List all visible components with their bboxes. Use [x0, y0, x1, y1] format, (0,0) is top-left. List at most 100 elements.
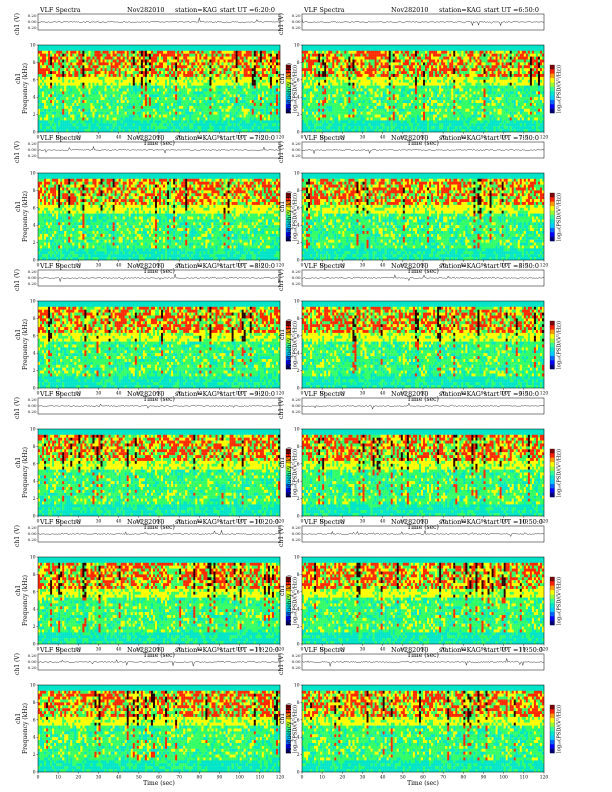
ylabel: Frequency (kHz) [22, 63, 29, 114]
ytick-label: 6 [33, 206, 36, 211]
ytick-label: 4 [33, 480, 36, 485]
xtick-label: 0 [301, 776, 304, 781]
xtick-label: 50 [136, 776, 142, 781]
waveform-ylabel: ch1 (V) [14, 269, 21, 291]
colorbar-segment [550, 65, 555, 70]
waveform-ytick-label: 0.20 [292, 153, 301, 158]
colorbar-segment [550, 612, 555, 617]
panel-station: station=KAG [175, 134, 217, 142]
ytick-label: 4 [33, 224, 36, 229]
waveform-ytick-label: 0.00 [28, 403, 37, 408]
channel-label: ch1 [279, 73, 286, 84]
panel-station: station=KAG [439, 646, 481, 654]
xtick-label: 40 [380, 264, 386, 269]
ytick-label: 6 [33, 462, 36, 467]
ytick-label: 6 [297, 462, 300, 467]
xtick-label: 100 [235, 776, 244, 781]
colorbar-segment [550, 228, 555, 233]
ytick-label: 4 [33, 352, 36, 357]
xtick-label: 30 [96, 648, 102, 653]
xtick-label: 40 [116, 520, 122, 525]
spectrogram-cells [38, 301, 280, 388]
ylabel: Frequency (kHz) [286, 447, 293, 498]
waveform-ylabel: ch1 (V) [14, 525, 21, 547]
ytick-label: 8 [297, 61, 300, 66]
waveform-ytick-label: 0.00 [28, 531, 37, 536]
ytick-label: 0 [297, 387, 300, 392]
xtick-label: 120 [540, 264, 549, 269]
ytick-label: 2 [33, 113, 36, 118]
xtick-label: 30 [360, 520, 366, 525]
xtick-label: 40 [116, 136, 122, 141]
colorbar-segment [550, 109, 555, 114]
ytick-label: 0 [297, 515, 300, 520]
waveform-ylabel: ch1 (V) [278, 397, 285, 419]
ytick-label: 0 [33, 515, 36, 520]
colorbar-segment [550, 581, 555, 586]
ylabel: Frequency (kHz) [22, 447, 29, 498]
colorbar-segment [550, 215, 555, 220]
spectrogram-cells [302, 45, 544, 132]
panel-start-time: start UT =8:50:0 [484, 262, 539, 270]
panel-title: VLF Spectra [303, 646, 345, 654]
colorbar-segment [550, 471, 555, 476]
ylabel: Frequency (kHz) [286, 703, 293, 754]
panel-date: Nov282010 [127, 646, 164, 654]
colorbar-segment [550, 87, 555, 92]
ytick-label: 2 [297, 625, 300, 630]
waveform-ylabel: ch1 (V) [14, 141, 21, 163]
xtick-label: 30 [96, 392, 102, 397]
panel-date: Nov282010 [391, 646, 428, 654]
colorbar-segment [550, 334, 555, 339]
ylabel: Frequency (kHz) [22, 319, 29, 370]
ytick-label: 10 [294, 684, 300, 689]
xtick-label: 70 [176, 776, 182, 781]
colorbar-segment [550, 202, 555, 207]
xtick-label: 120 [276, 776, 285, 781]
colorbar-segment [550, 603, 555, 608]
panel-start-time: start UT =10:20:0 [220, 518, 279, 526]
xtick-label: 120 [540, 136, 549, 141]
xtick-label: 40 [380, 648, 386, 653]
ytick-label: 4 [297, 352, 300, 357]
panel-start-time: start UT =6:20:0 [220, 6, 275, 14]
colorbar-segment [550, 449, 555, 454]
ytick-label: 2 [297, 369, 300, 374]
colorbar-segment [550, 193, 555, 198]
colorbar-segment [550, 343, 555, 348]
waveform-ytick-label: 0.20 [28, 665, 37, 670]
colorbar-segment [550, 237, 555, 242]
colorbar-segment [550, 493, 555, 498]
ylabel: Frequency (kHz) [22, 191, 29, 242]
waveform-ytick-label: 0.20 [292, 397, 301, 402]
ytick-label: 2 [297, 241, 300, 246]
colorbar-segment [550, 219, 555, 224]
colorbar-segment [550, 321, 555, 326]
colorbar-segment [550, 347, 555, 352]
channel-label: ch1 [15, 713, 22, 724]
xtick-label: 120 [540, 392, 549, 397]
waveform-ytick-label: 0.20 [28, 153, 37, 158]
colorbar-label: log₁₀(PSD/(V²/Hz)) [556, 705, 563, 753]
waveform-ytick-label: 0.00 [28, 147, 37, 152]
xtick-label: 20 [76, 776, 82, 781]
waveform-ytick-label: 0.20 [28, 269, 37, 274]
colorbar-segment [550, 480, 555, 485]
ytick-label: 2 [33, 497, 36, 502]
ytick-label: 4 [33, 96, 36, 101]
ytick-label: 0 [33, 387, 36, 392]
colorbar-segment [550, 96, 555, 101]
channel-label: ch1 [279, 329, 286, 340]
xtick-label: 10 [55, 776, 61, 781]
panel-title: VLF Spectra [39, 646, 81, 654]
colorbar-segment [550, 82, 555, 87]
waveform-ylabel: ch1 (V) [14, 653, 21, 675]
spectrogram-cells [302, 557, 544, 644]
waveform-ytick-label: 0.20 [292, 537, 301, 542]
ytick-label: 2 [33, 625, 36, 630]
xtick-label: 40 [116, 648, 122, 653]
panel-station: station=KAG [175, 390, 217, 398]
panel-title: VLF Spectra [39, 390, 81, 398]
ytick-label: 8 [33, 61, 36, 66]
panel-title: VLF Spectra [303, 6, 345, 14]
